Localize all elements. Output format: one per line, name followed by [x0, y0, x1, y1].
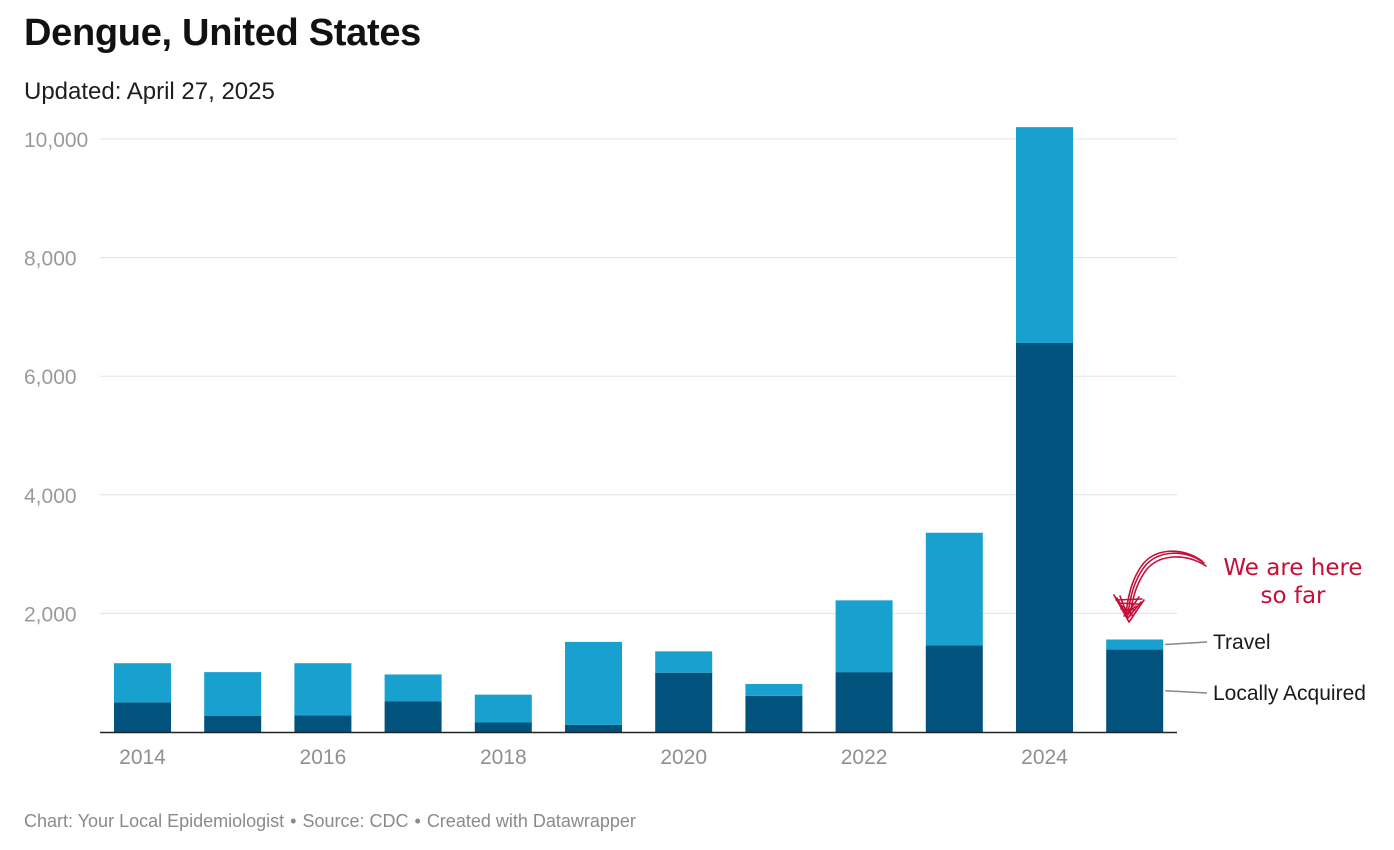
bar-locally-acquired-2020 [655, 672, 713, 732]
footer-separator: • [290, 811, 297, 831]
x-axis-tick-labels: 2014 2016 2018 2020 2022 2024 [119, 746, 1068, 769]
y-tick-label: 8,000 [24, 248, 77, 271]
footer-tool: Created with Datawrapper [426, 811, 636, 831]
bar-travel-2025 [1106, 639, 1164, 650]
annotation-text-line-2: so far [1260, 583, 1326, 609]
leader-line-travel [1165, 641, 1208, 646]
y-tick-label: 10,000 [24, 129, 88, 152]
y-tick-label: 4,000 [24, 485, 77, 508]
x-tick-label: 2016 [300, 746, 347, 769]
bar-locally-acquired-2025 [1106, 649, 1164, 732]
bar-locally-acquired-2018 [474, 722, 532, 732]
chart-subtitle: Updated: April 27, 2025 [24, 78, 275, 105]
leader-line-locally-acquired [1165, 690, 1208, 694]
bars [114, 127, 1164, 732]
bar-locally-acquired-2021 [745, 695, 803, 732]
x-tick-label: 2024 [1021, 746, 1068, 769]
bar-travel-2014 [114, 663, 171, 703]
bar-travel-2016 [294, 663, 352, 716]
footer-chart-credit: Chart: Your Local Epidemiologist [24, 811, 285, 831]
bar-locally-acquired-2014 [114, 702, 171, 732]
series-label-travel: Travel [1213, 631, 1271, 654]
bar-travel-2021 [745, 683, 803, 696]
bar-travel-2015 [204, 672, 262, 716]
bar-travel-2018 [474, 694, 532, 723]
footer-separator: • [414, 811, 421, 831]
y-tick-label: 2,000 [24, 603, 77, 626]
bar-locally-acquired-2023 [925, 645, 983, 732]
bar-travel-2017 [384, 674, 442, 702]
x-tick-label: 2014 [119, 746, 166, 769]
bar-travel-2022 [835, 600, 893, 673]
bar-travel-2023 [925, 532, 983, 646]
x-tick-label: 2018 [480, 746, 527, 769]
chart-footer: Chart: Your Local Epidemiologist • Source:… [24, 811, 636, 832]
bar-locally-acquired-2022 [835, 672, 893, 732]
y-axis-tick-labels: 2,000 4,000 6,000 8,000 10,000 [24, 129, 88, 626]
bar-locally-acquired-2016 [294, 715, 352, 732]
series-label-locally-acquired: Locally Acquired [1213, 682, 1366, 705]
bar-locally-acquired-2015 [204, 715, 262, 732]
bar-locally-acquired-2019 [565, 724, 622, 732]
annotation-text-line-1: We are here [1223, 555, 1362, 581]
y-tick-label: 6,000 [24, 366, 77, 389]
bar-locally-acquired-2024 [1016, 342, 1073, 732]
bar-locally-acquired-2017 [384, 701, 442, 732]
x-tick-label: 2022 [841, 746, 888, 769]
bar-travel-2019 [565, 641, 622, 725]
chart-title: Dengue, United States [24, 12, 421, 54]
series-direct-labels: Travel Locally Acquired [1165, 631, 1366, 705]
annotation-arrow-icon [1113, 550, 1207, 623]
gridlines [100, 138, 1177, 614]
footer-source: Source: CDC [302, 811, 409, 831]
bar-travel-2024 [1016, 127, 1073, 343]
x-tick-label: 2020 [660, 746, 707, 769]
bar-travel-2020 [655, 651, 713, 673]
